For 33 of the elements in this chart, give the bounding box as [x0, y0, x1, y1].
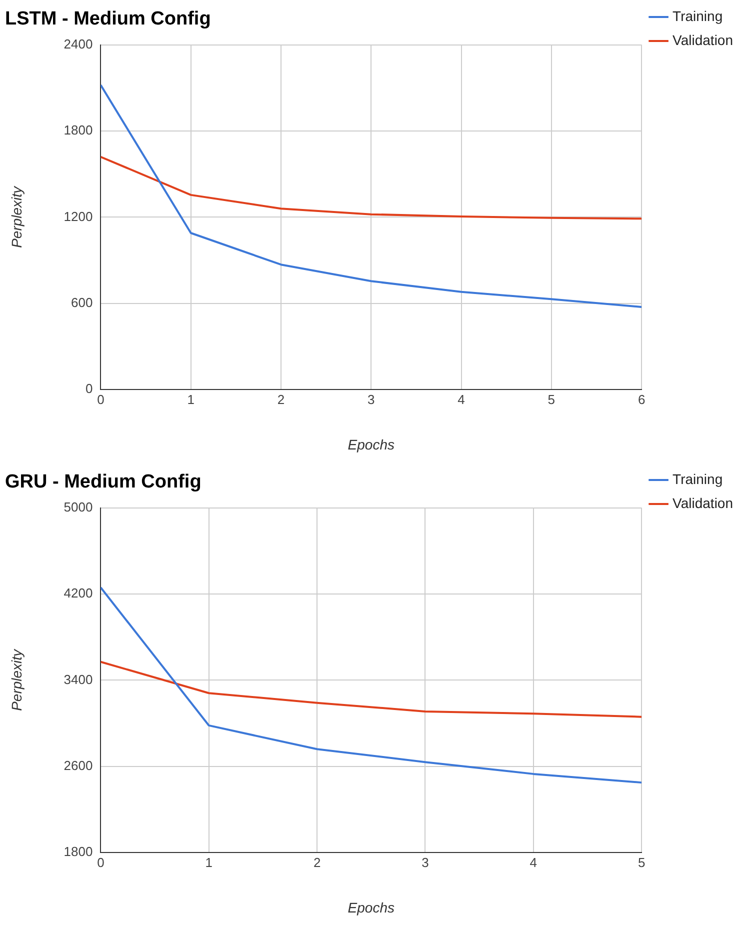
- y-tick-label: 0: [85, 381, 93, 396]
- x-tick-label: 5: [638, 854, 646, 870]
- x-tick-label: 6: [638, 392, 646, 407]
- y-tick-label: 600: [71, 294, 93, 310]
- y-tick-label: 2400: [64, 36, 93, 52]
- y-tick-label: 1800: [64, 844, 93, 860]
- x-tick-label: 3: [422, 854, 429, 870]
- x-tick-label: 5: [548, 392, 556, 407]
- legend-label: Training: [672, 8, 723, 24]
- y-tick-label: 5000: [64, 499, 93, 514]
- chart-title: LSTM - Medium Config: [5, 8, 211, 30]
- legend-label: Training: [672, 470, 723, 487]
- y-axis-title: Perplexity: [8, 185, 24, 248]
- x-tick-label: 4: [458, 392, 465, 407]
- y-tick-label: 1200: [64, 208, 93, 224]
- x-axis-title: Epochs: [348, 436, 394, 452]
- x-tick-label: 4: [530, 854, 537, 870]
- legend-label: Validation: [672, 494, 734, 511]
- y-tick-label: 3400: [64, 672, 93, 687]
- x-axis-title: Epochs: [348, 899, 394, 916]
- y-tick-label: 1800: [64, 122, 93, 138]
- x-tick-label: 0: [97, 854, 104, 870]
- y-axis-title: Perplexity: [8, 648, 24, 711]
- x-tick-label: 1: [187, 392, 194, 407]
- x-tick-label: 3: [368, 392, 375, 407]
- x-tick-label: 0: [97, 392, 104, 407]
- x-tick-label: 1: [205, 854, 213, 870]
- chart-title: GRU - Medium Config: [5, 472, 202, 493]
- x-tick-label: 2: [313, 854, 321, 870]
- y-tick-label: 2600: [64, 758, 93, 773]
- x-tick-label: 2: [277, 392, 285, 407]
- legend-label: Validation: [672, 32, 734, 48]
- y-tick-label: 4200: [64, 586, 93, 601]
